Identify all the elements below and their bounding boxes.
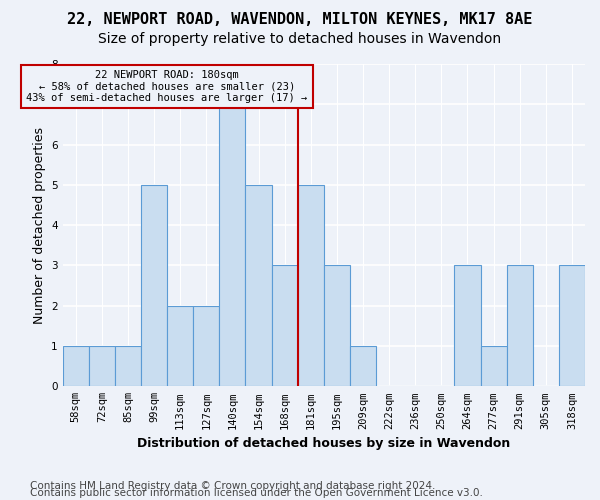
Bar bbox=[298, 185, 324, 386]
Bar bbox=[245, 185, 272, 386]
Text: Contains public sector information licensed under the Open Government Licence v3: Contains public sector information licen… bbox=[30, 488, 483, 498]
Text: Contains HM Land Registry data © Crown copyright and database right 2024.: Contains HM Land Registry data © Crown c… bbox=[30, 481, 436, 491]
Text: Size of property relative to detached houses in Wavendon: Size of property relative to detached ho… bbox=[98, 32, 502, 46]
Bar bbox=[350, 346, 376, 387]
Bar bbox=[481, 346, 506, 387]
Bar bbox=[272, 266, 298, 386]
Bar bbox=[89, 346, 115, 387]
Bar bbox=[167, 306, 193, 386]
Text: 22, NEWPORT ROAD, WAVENDON, MILTON KEYNES, MK17 8AE: 22, NEWPORT ROAD, WAVENDON, MILTON KEYNE… bbox=[67, 12, 533, 28]
Bar bbox=[506, 266, 533, 386]
Bar bbox=[141, 185, 167, 386]
X-axis label: Distribution of detached houses by size in Wavendon: Distribution of detached houses by size … bbox=[137, 437, 511, 450]
Bar bbox=[193, 306, 220, 386]
Bar bbox=[454, 266, 481, 386]
Bar bbox=[324, 266, 350, 386]
Y-axis label: Number of detached properties: Number of detached properties bbox=[32, 126, 46, 324]
Bar bbox=[62, 346, 89, 387]
Bar bbox=[220, 104, 245, 386]
Text: 22 NEWPORT ROAD: 180sqm
← 58% of detached houses are smaller (23)
43% of semi-de: 22 NEWPORT ROAD: 180sqm ← 58% of detache… bbox=[26, 70, 308, 103]
Bar bbox=[115, 346, 141, 387]
Bar bbox=[559, 266, 585, 386]
